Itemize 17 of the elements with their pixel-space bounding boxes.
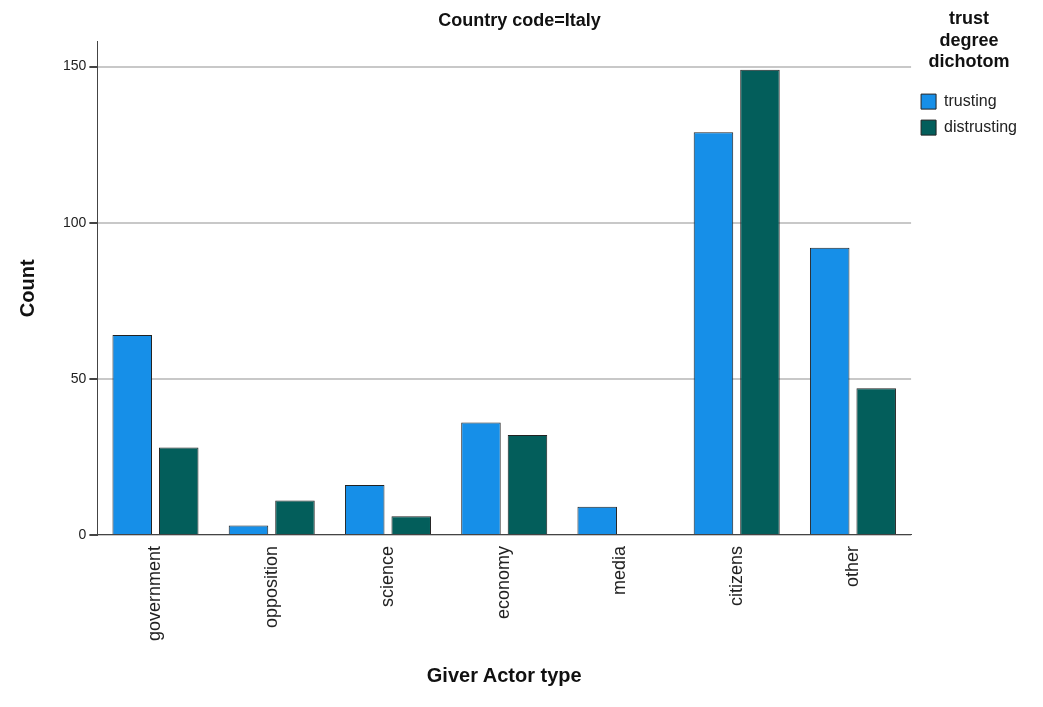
legend-label: distrusting bbox=[944, 118, 1017, 136]
x-tick-label: media bbox=[609, 544, 630, 595]
y-tick-label: 50 bbox=[70, 369, 87, 386]
y-axis-title: Count bbox=[15, 259, 38, 318]
x-tick-label: opposition bbox=[260, 545, 281, 629]
x-tick-label: citizens bbox=[725, 545, 746, 606]
legend-title: trust degree dichotom bbox=[928, 7, 1010, 72]
y-tick-label: 100 bbox=[63, 213, 87, 230]
x-tick-label: science bbox=[376, 545, 397, 607]
x-tick-label: government bbox=[144, 545, 165, 642]
y-tick-label: 150 bbox=[63, 57, 87, 74]
legend-label: trusting bbox=[944, 92, 997, 110]
chart-title: Country code=Italy bbox=[438, 9, 601, 30]
y-tick-label: 0 bbox=[78, 525, 87, 542]
x-tick-label: economy bbox=[493, 545, 514, 619]
x-tick-label: other bbox=[841, 545, 862, 587]
x-axis-title: Giver Actor type bbox=[426, 663, 582, 686]
